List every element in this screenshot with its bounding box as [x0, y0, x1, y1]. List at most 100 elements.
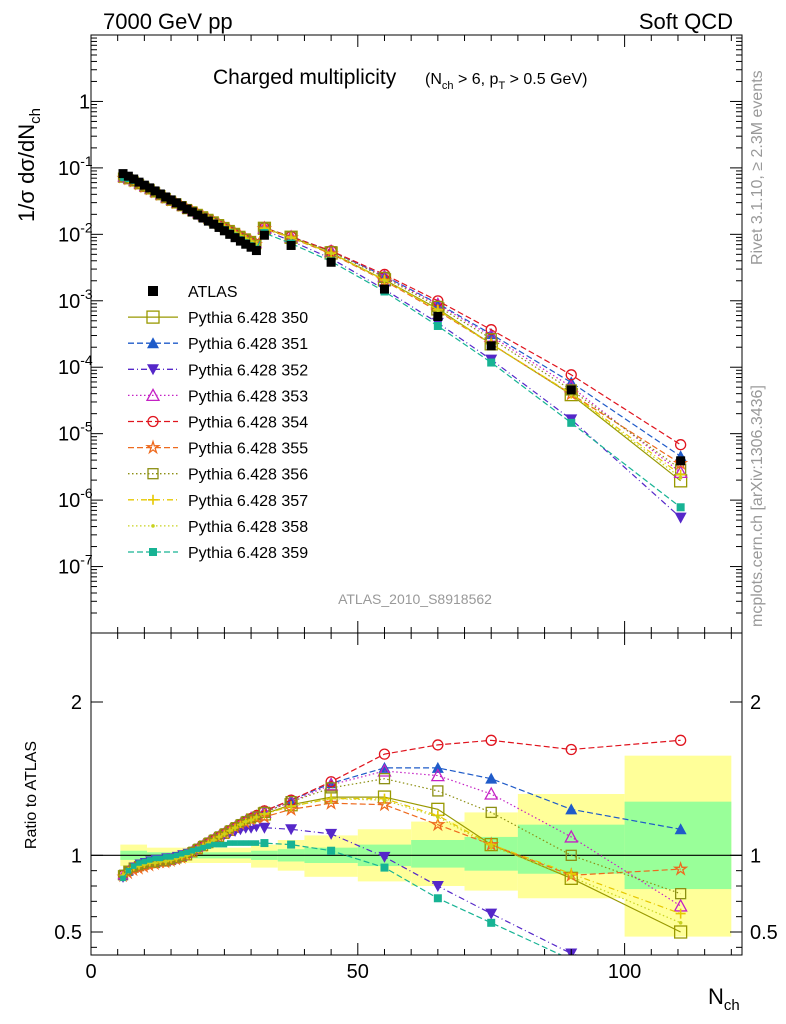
ratio-point	[285, 824, 298, 836]
band-green	[411, 840, 465, 868]
top-frame	[90, 34, 743, 634]
ratio-point	[237, 840, 244, 846]
legend-label: Pythia 6.428 357	[188, 493, 308, 510]
ratio-point	[173, 852, 180, 859]
ratio-y-axis-label: Ratio to ATLAS	[23, 741, 40, 849]
series-point	[485, 324, 497, 336]
y-tick-exp: -5	[80, 419, 93, 435]
atlas-point	[118, 169, 128, 179]
ratio-point	[120, 875, 126, 882]
ratio-point	[211, 838, 216, 842]
ratio-point	[189, 847, 196, 854]
atlas-point	[166, 195, 176, 205]
legend-entry: Pythia 6.428 359	[128, 545, 308, 562]
plot-title-cut-part: > 6, p	[454, 71, 499, 88]
ratio-point	[485, 806, 497, 819]
atlas-point	[235, 236, 245, 246]
ratio-y-label-right: 0.5	[750, 922, 778, 944]
y-tick-label: 10-4	[58, 352, 93, 379]
plot-title: Charged multiplicity	[213, 66, 397, 89]
y-tick-exp: -4	[80, 352, 93, 368]
ratio-point	[485, 908, 498, 920]
ratio-y-label: 1	[71, 845, 82, 867]
series-point	[431, 297, 444, 309]
ratio-point	[565, 849, 577, 861]
ratio-point	[329, 796, 333, 801]
ratio-point	[675, 908, 686, 919]
series-point	[433, 321, 442, 330]
ratio-point	[430, 816, 446, 832]
atlas-point	[139, 180, 149, 190]
ratio-point	[678, 921, 683, 925]
legend-entry: Pythia 6.428 357	[128, 493, 308, 510]
side-label-lower: mcplots.cern.ch [arXiv:1306.3436]	[749, 385, 766, 627]
ratio-series-10	[120, 839, 563, 955]
atlas-point	[246, 242, 256, 252]
atlas-point	[241, 239, 251, 249]
series-point	[676, 503, 685, 512]
y-tick-exp: -1	[80, 153, 93, 169]
ratio-point	[178, 851, 185, 857]
legend: ATLAS Pythia 6.428 350 Pythia 6.428 351 Pyt…	[128, 284, 308, 562]
atlas-point	[486, 341, 496, 351]
top-plot-area	[116, 169, 689, 524]
series-point	[674, 512, 687, 524]
ratio-point	[432, 785, 444, 797]
plot-title-cut-part: T	[498, 80, 505, 92]
atlas-point	[129, 174, 139, 184]
series-point	[120, 175, 126, 182]
ratio-point	[487, 918, 496, 927]
y-tick-exp: -7	[80, 552, 93, 568]
ratio-point	[283, 801, 299, 816]
atlas-point	[171, 198, 181, 208]
y-tick-label: 10-1	[58, 153, 93, 180]
legend-entry: Pythia 6.428 351	[128, 336, 308, 353]
ratio-point	[673, 925, 688, 939]
ratio-line	[122, 797, 681, 924]
y-tick-label: 10-7	[58, 552, 93, 579]
atlas-point	[379, 284, 389, 294]
ratio-point	[205, 843, 212, 849]
atlas-point	[150, 186, 160, 196]
top-panel: 10-7 10-6 10-5 10-4 10-3 10-2 10-1 1 1/σ dσ/dNch…	[14, 34, 743, 634]
ratio-y-label: 0.5	[54, 922, 82, 944]
series-point	[382, 278, 387, 283]
ratio-point	[233, 825, 237, 830]
ratio-point	[243, 819, 248, 824]
y-tick-label: 10-5	[58, 419, 93, 446]
legend-label: Pythia 6.428 355	[188, 441, 308, 458]
ratio-point	[325, 828, 338, 840]
ratio-point	[675, 982, 687, 993]
ratio-point	[327, 846, 336, 855]
ratio-plot-area	[91, 734, 742, 993]
atlas-point	[198, 213, 208, 223]
legend-entry: Pythia 6.428 354	[128, 415, 308, 432]
atlas-point	[433, 311, 443, 321]
ratio-point	[226, 840, 233, 846]
legend-marker	[151, 524, 155, 528]
legend-label: Pythia 6.428 351	[188, 336, 308, 353]
ratio-point	[157, 855, 164, 862]
band-green	[624, 801, 732, 890]
atlas-point	[161, 192, 171, 202]
ratio-point	[324, 777, 339, 791]
legend-marker	[147, 468, 159, 480]
legend-marker	[147, 364, 159, 376]
ratio-point	[260, 839, 269, 848]
ratio-y-label: 2	[71, 692, 82, 714]
ratio-point	[433, 894, 442, 903]
plot-title-cut-part: > 0.5 GeV)	[505, 71, 587, 88]
legend-label: Pythia 6.428 356	[188, 467, 308, 484]
ratio-point	[130, 863, 137, 869]
ratio-point	[242, 840, 249, 846]
ratio-point	[380, 863, 389, 872]
y-tick-exp: -6	[80, 485, 93, 501]
ratio-point	[565, 743, 577, 756]
atlas-point	[214, 222, 224, 232]
legend-label: Pythia 6.428 359	[188, 545, 308, 562]
legend-marker	[146, 310, 160, 324]
ratio-point	[378, 748, 391, 760]
legend-entry: Pythia 6.428 350	[128, 310, 308, 327]
atlas-point	[566, 385, 576, 395]
ratio-point	[222, 832, 227, 836]
